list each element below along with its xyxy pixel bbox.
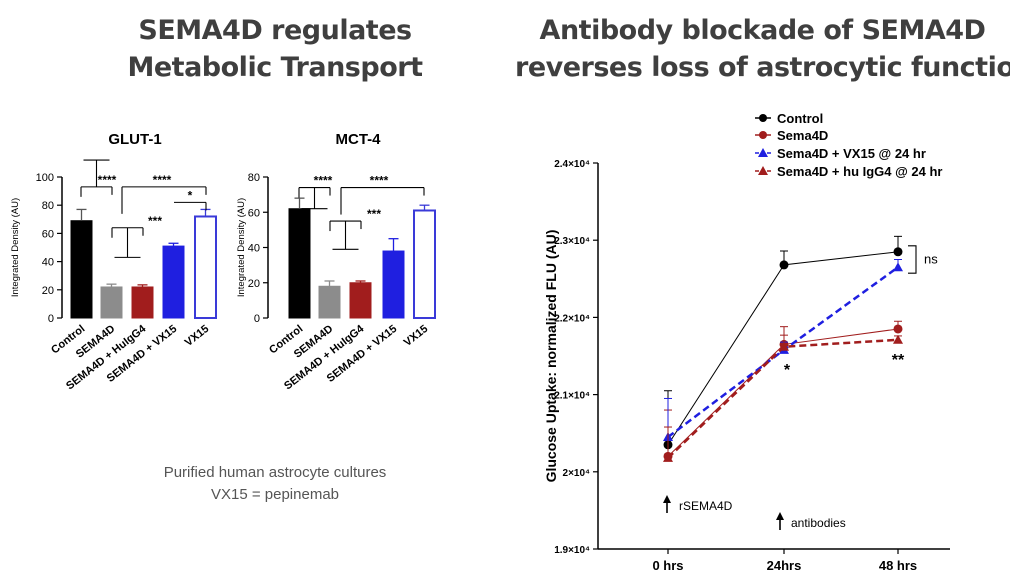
sig-label: **** [314,174,333,188]
y-tick-label: 80 [248,172,260,184]
y-tick-label: 60 [42,228,54,240]
arrow-rsema4d-head [663,495,671,503]
chart-title: MCT-4 [336,131,382,148]
line-chart: 1.9×10⁴ 2×10⁴ 2.1×10⁴ 2.2×10⁴ 2.3×10⁴ 2.4×10⁴… [543,111,950,573]
bar [318,285,341,319]
y-tick-label: 0 [254,313,260,325]
legend-marker [759,131,767,139]
y-tick-label: 40 [248,243,260,255]
caption-line1: Purified human astrocyte cultures [163,464,387,481]
y-tick-label: 2×10⁴ [563,468,591,479]
arrow-antibodies-head [776,512,784,520]
y-tick-label: 1.9×10⁴ [554,545,590,556]
legend-label: Sema4D + hu IgG4 @ 24 hr [777,164,942,179]
legend-label: Control [777,111,823,126]
sig-label: *** [148,214,162,228]
x-tick-label: VX15 [183,323,212,349]
sig-label: **** [98,173,117,187]
ns-bracket [908,245,917,274]
y-tick-label: 60 [248,207,260,219]
antibodies-label: antibodies [791,516,846,530]
y-tick-label: 40 [42,257,54,269]
x-tick-label: VX15 [402,323,431,349]
bar [70,220,93,319]
sig-label: * [188,188,193,202]
chart-title: GLUT-1 [108,131,161,148]
x-tick-label: 24hrs [767,558,802,573]
y-tick-label: 2.1×10⁴ [554,391,590,402]
y-tick-label: 20 [42,285,54,297]
rsema4d-label: rSEMA4D [679,499,733,513]
caption: Purified human astrocyte cultures VX15 =… [55,462,495,506]
y-tick-label: 0 [48,313,54,325]
bar [131,286,154,319]
series-line [667,338,899,459]
y-tick-label: 2.2×10⁴ [554,313,590,324]
legend-label: Sema4D [777,128,828,143]
heading-left: SEMA4D regulates Metabolic Transport [55,12,495,86]
y-axis-label: Integrated Density (AU) [236,198,247,297]
sig-label-24h: * [784,362,791,379]
y-axis-label: Integrated Density (AU) [10,198,21,297]
x-tick-label: 0 hrs [652,558,683,573]
x-tick-label: 48 hrs [879,558,917,573]
bar-chart-1: GLUT-1 0 20 40 60 80 100 Integrated Density (AU… [10,131,217,392]
bar [194,215,217,319]
bar [100,286,123,319]
heading-right-line2: reverses loss of astrocytic function [515,52,1010,83]
data-point [779,341,789,351]
bar [382,250,405,319]
y-tick-label: 80 [42,200,54,212]
y-tick-label: 2.3×10⁴ [554,236,590,247]
data-point [893,262,903,272]
data-point [893,334,903,344]
data-point [893,247,903,257]
legend-marker [758,166,768,175]
y-tick-label: 2.4×10⁴ [554,159,590,170]
data-point [779,260,789,270]
sig-label: **** [153,173,172,187]
caption-line2: VX15 = pepinemab [210,486,339,503]
legend-marker [758,148,768,157]
bar [413,209,436,319]
heading-left-line1: SEMA4D regulates [138,15,412,46]
heading-right: Antibody blockade of SEMA4D reverses los… [515,12,1010,86]
sig-label-48h: ** [892,352,905,369]
y-tick-label: 20 [248,278,260,290]
bar [288,208,311,319]
heading-left-line2: Metabolic Transport [127,52,423,83]
legend-marker [759,114,767,122]
data-point [663,452,673,462]
bar [162,245,185,319]
sig-label: **** [370,174,389,188]
ns-label: ns [924,252,938,267]
y-axis-label: Glucose Uptake: normalized FLU (AU) [543,230,559,483]
data-point [893,324,903,334]
y-tick-label: 100 [36,172,54,184]
heading-right-line1: Antibody blockade of SEMA4D [539,15,986,46]
bar [349,282,372,319]
legend-label: Sema4D + VX15 @ 24 hr [777,146,926,161]
sig-label: *** [367,207,381,221]
